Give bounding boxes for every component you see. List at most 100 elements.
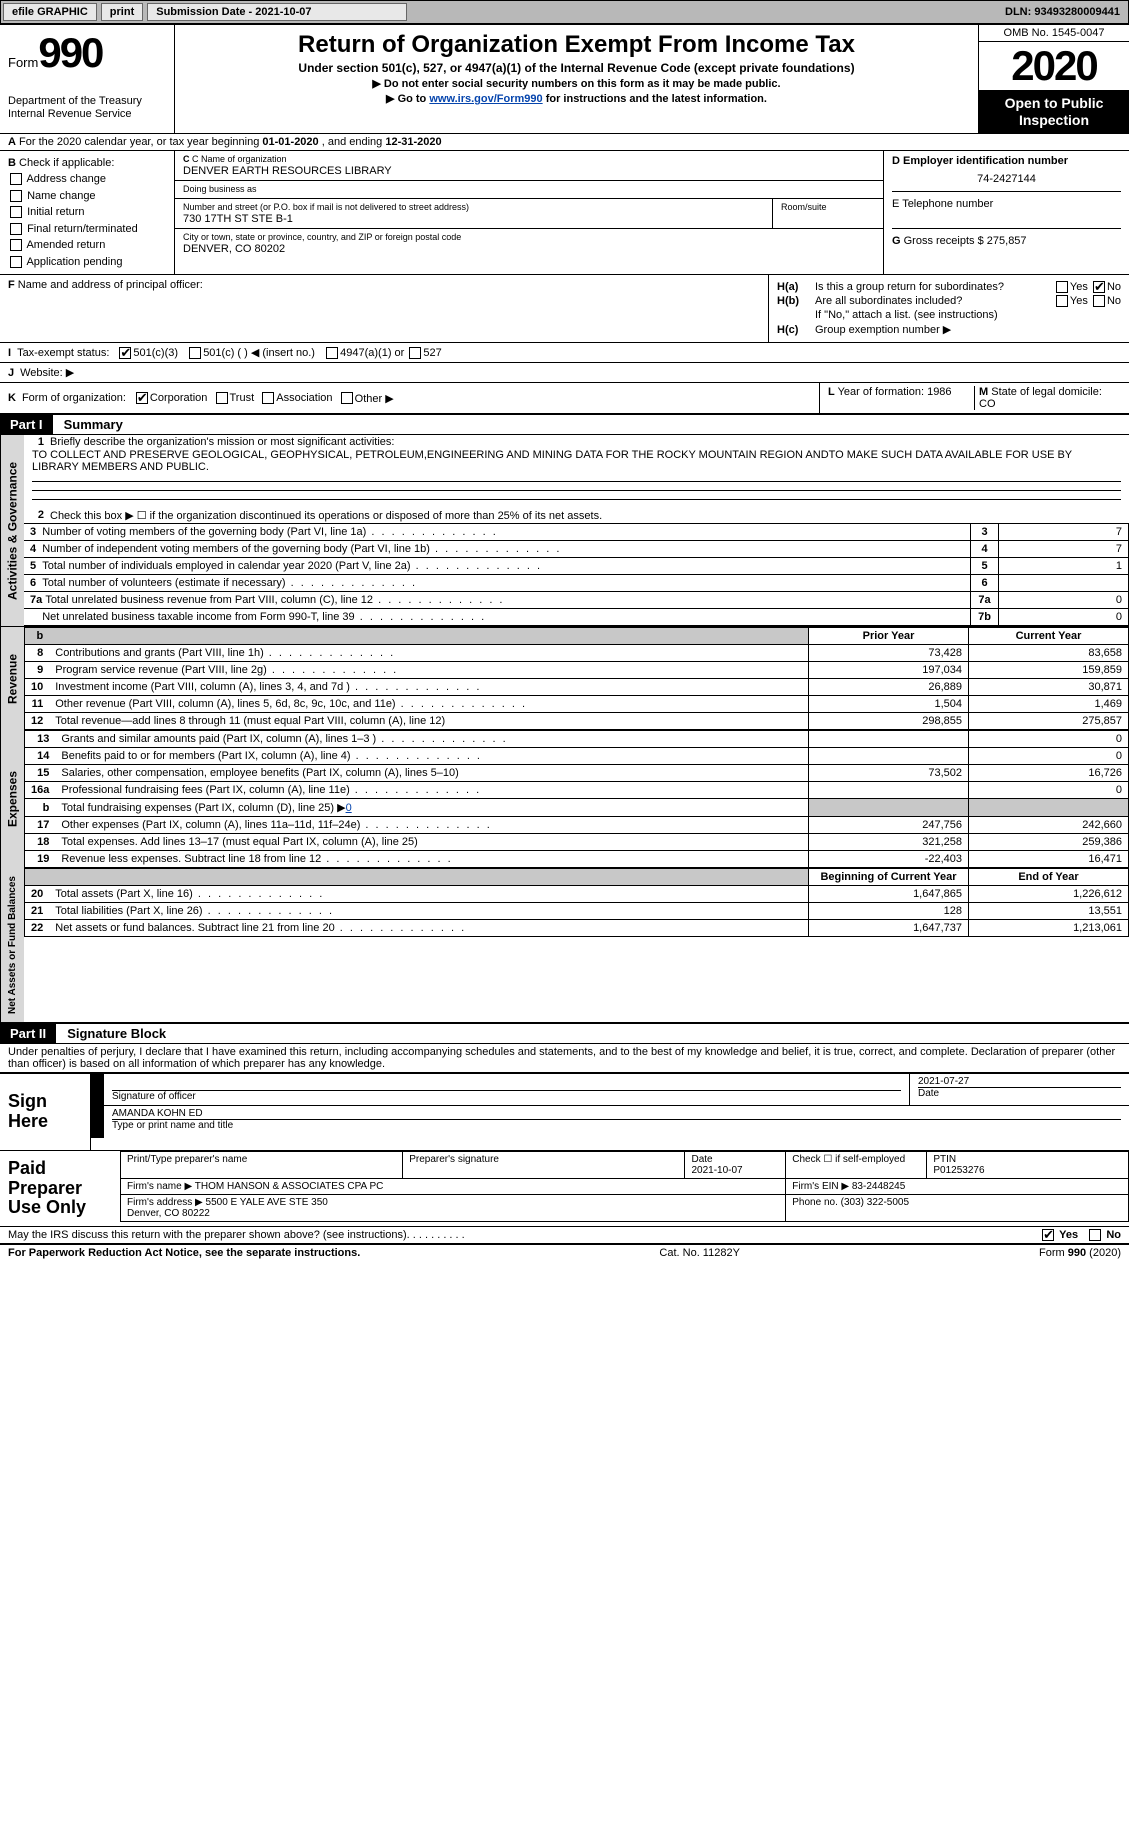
- assoc-checkbox[interactable]: [262, 392, 274, 404]
- ha-text: Is this a group return for subordinates?: [815, 281, 1054, 293]
- 501c-checkbox[interactable]: [189, 347, 201, 359]
- opt1: 501(c)(3): [133, 347, 178, 359]
- line-no-18: 18: [25, 834, 56, 851]
- hb-yes-checkbox[interactable]: [1056, 295, 1068, 307]
- p16a: [809, 782, 969, 799]
- efile-graphic-button[interactable]: efile GRAPHIC: [3, 3, 97, 21]
- initial-return-checkbox[interactable]: [10, 206, 22, 218]
- form-number-cell: Form990 Department of the Treasury Inter…: [0, 25, 175, 133]
- p11: 1,504: [809, 696, 969, 713]
- opt2: 501(c) ( ) ◀ (insert no.): [203, 346, 315, 359]
- side-tab-expenses: Expenses: [0, 730, 24, 868]
- period-begin: 01-01-2020: [262, 136, 318, 148]
- p8: 73,428: [809, 645, 969, 662]
- label-b: B: [8, 157, 16, 169]
- header-row: Form990 Department of the Treasury Inter…: [0, 24, 1129, 133]
- hdr-prior: Prior Year: [809, 628, 969, 645]
- col-d: D Employer identification number 74-2427…: [884, 151, 1129, 275]
- ha-yes-checkbox[interactable]: [1056, 281, 1068, 293]
- year-cell: OMB No. 1545-0047 2020 Open to Public In…: [979, 25, 1129, 133]
- irs-link[interactable]: www.irs.gov/Form990: [429, 93, 542, 105]
- g-text: Gross receipts $: [904, 235, 984, 247]
- form-footer: Form 990 (2020): [1039, 1247, 1121, 1259]
- app-pending-checkbox[interactable]: [10, 256, 22, 268]
- other-checkbox[interactable]: [341, 392, 353, 404]
- p10: 26,889: [809, 679, 969, 696]
- cell-no-4: 4: [971, 541, 999, 558]
- cell-no-5: 5: [971, 558, 999, 575]
- gov-table: 3 Number of voting members of the govern…: [24, 523, 1129, 626]
- p12: 298,855: [809, 713, 969, 730]
- p15: 73,502: [809, 765, 969, 782]
- ptin-label: PTIN: [933, 1154, 956, 1165]
- row-klm: K Form of organization: Corporation Trus…: [0, 382, 1129, 413]
- expenses-section: Expenses 13Grants and similar amounts pa…: [0, 730, 1129, 868]
- line-8: Contributions and grants (Part VIII, lin…: [55, 647, 264, 659]
- submission-date-button[interactable]: Submission Date - 2021-10-07: [147, 3, 407, 21]
- p16b-shaded: [809, 799, 969, 817]
- preparer-table: Print/Type preparer's name Preparer's si…: [120, 1151, 1129, 1222]
- app-pending-label: Application pending: [26, 256, 122, 268]
- firm-ein-label: Firm's EIN ▶: [792, 1181, 849, 1192]
- trust-checkbox[interactable]: [216, 392, 228, 404]
- mission-rule: [32, 481, 1121, 482]
- prep-self-employed: Check ☐ if self-employed: [786, 1151, 927, 1178]
- cell-no-7b: 7b: [971, 609, 999, 626]
- firm-name-value: THOM HANSON & ASSOCIATES CPA PC: [195, 1181, 384, 1192]
- check-if-text: Check if applicable:: [19, 157, 114, 169]
- no-label: No: [1107, 295, 1121, 307]
- c22: 1,213,061: [969, 920, 1129, 937]
- print-button[interactable]: print: [101, 3, 143, 21]
- hb-no-checkbox[interactable]: [1093, 295, 1105, 307]
- 501c3-checkbox[interactable]: [119, 347, 131, 359]
- side-tab-governance: Activities & Governance: [0, 435, 24, 626]
- p14: [809, 748, 969, 765]
- line-no-6: 6: [30, 577, 36, 589]
- label-l: L: [828, 386, 835, 398]
- line-no-21: 21: [25, 903, 50, 920]
- hdr-end: End of Year: [969, 869, 1129, 886]
- line-no-3: 3: [30, 526, 36, 538]
- side-tab-revenue: Revenue: [0, 627, 24, 730]
- line-22: Net assets or fund balances. Subtract li…: [55, 922, 334, 934]
- line-16b-val[interactable]: 0: [346, 802, 352, 814]
- suite-label: Room/suite: [781, 202, 875, 212]
- line-3: Number of voting members of the governin…: [42, 526, 366, 538]
- hb-note: If "No," attach a list. (see instruction…: [815, 309, 1121, 321]
- net-assets-section: Net Assets or Fund Balances Beginning of…: [0, 868, 1129, 1022]
- yes-label: Yes: [1070, 295, 1088, 307]
- discuss-no-checkbox[interactable]: [1089, 1229, 1101, 1241]
- c8: 83,658: [969, 645, 1129, 662]
- tax-exempt-label: Tax-exempt status:: [17, 347, 109, 359]
- sig-name-label: Type or print name and title: [112, 1119, 1121, 1131]
- no-label: No: [1106, 1229, 1121, 1241]
- discuss-yes-checkbox[interactable]: [1042, 1229, 1054, 1241]
- opt3: 4947(a)(1) or: [340, 347, 404, 359]
- c13: 0: [969, 731, 1129, 748]
- val-5: 1: [999, 558, 1129, 575]
- amended-return-checkbox[interactable]: [10, 239, 22, 251]
- name-change-checkbox[interactable]: [10, 190, 22, 202]
- initial-return-label: Initial return: [27, 206, 84, 218]
- 527-checkbox[interactable]: [409, 347, 421, 359]
- line-no-5: 5: [30, 560, 36, 572]
- line-16b-pre: Total fundraising expenses (Part IX, col…: [61, 802, 345, 814]
- state-domicile: State of legal domicile: CO: [979, 386, 1102, 410]
- line-14: Benefits paid to or for members (Part IX…: [61, 750, 350, 762]
- address-change-checkbox[interactable]: [10, 173, 22, 185]
- corp-checkbox[interactable]: [136, 392, 148, 404]
- 4947-checkbox[interactable]: [326, 347, 338, 359]
- main-title: Return of Organization Exempt From Incom…: [183, 31, 970, 59]
- period-row: A For the 2020 calendar year, or tax yea…: [0, 133, 1129, 150]
- topbar: efile GRAPHIC print Submission Date - 20…: [0, 0, 1129, 24]
- line-7a: Total unrelated business revenue from Pa…: [45, 594, 373, 606]
- ha-no-checkbox[interactable]: [1093, 281, 1105, 293]
- line-no-2: 2: [28, 509, 50, 521]
- line-7b: Net unrelated business taxable income fr…: [42, 611, 354, 623]
- line-6: Total number of volunteers (estimate if …: [42, 577, 285, 589]
- final-return-checkbox[interactable]: [10, 223, 22, 235]
- instr1: Do not enter social security numbers on …: [384, 78, 781, 90]
- hb-text: Are all subordinates included?: [815, 295, 1054, 307]
- year-formation: Year of formation: 1986: [838, 386, 952, 398]
- line-no-9: 9: [25, 662, 50, 679]
